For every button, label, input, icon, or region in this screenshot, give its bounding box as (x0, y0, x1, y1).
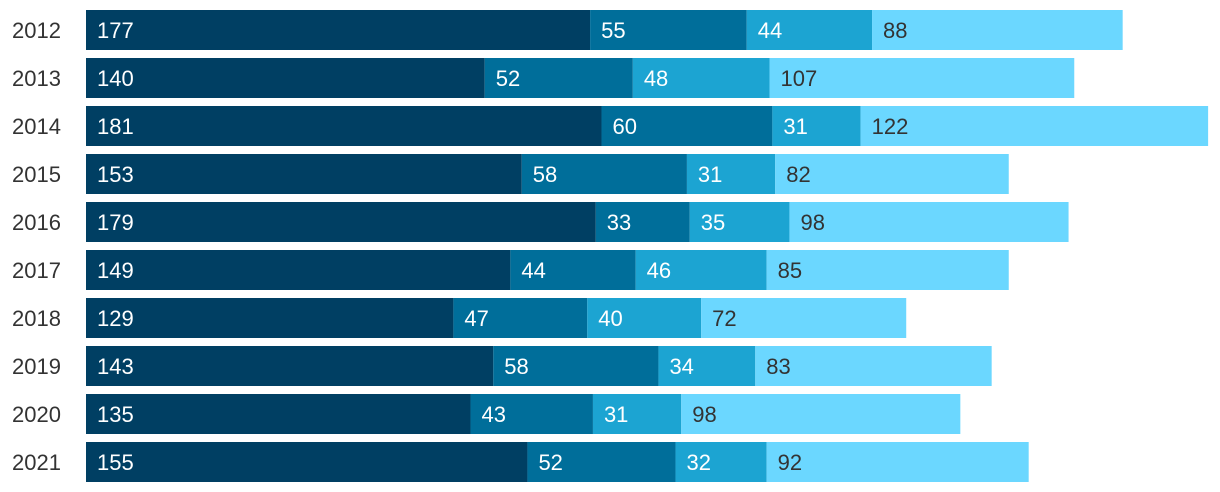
category-label-2012: 2012 (12, 18, 61, 43)
bar-segment-2020-s1 (86, 394, 471, 434)
data-label-2012-s2: 55 (601, 18, 625, 43)
category-label-2019: 2019 (12, 354, 61, 379)
bar-segment-2019-s2 (493, 346, 659, 386)
bar-segment-2019-s4 (755, 346, 992, 386)
labels-group: 2012 177 55 44 88 2013 140 52 48 107 2014 181 60 31 12… (12, 18, 908, 475)
data-label-2020-s1: 135 (97, 402, 134, 427)
data-label-2012-s3: 44 (758, 18, 782, 43)
bar-segment-2013-s3 (632, 58, 770, 98)
category-label-2016: 2016 (12, 210, 61, 235)
bar-segment-2020-s2 (470, 394, 593, 434)
data-label-2020-s3: 31 (604, 402, 628, 427)
data-label-2016-s2: 33 (607, 210, 631, 235)
data-label-2017-s1: 149 (97, 258, 134, 283)
bar-segment-2015-s1 (86, 154, 522, 194)
data-label-2017-s2: 44 (521, 258, 545, 283)
bar-segment-2016-s3 (689, 202, 790, 242)
bar-segment-2021-s3 (675, 442, 767, 482)
bar-segment-2014-s1 (86, 106, 602, 146)
data-label-2017-s4: 85 (778, 258, 802, 283)
data-label-2014-s3: 31 (783, 114, 807, 139)
data-label-2019-s2: 58 (504, 354, 528, 379)
bar-segment-2021-s1 (86, 442, 528, 482)
data-label-2016-s1: 179 (97, 210, 134, 235)
bar-segment-2014-s3 (772, 106, 861, 146)
data-label-2019-s1: 143 (97, 354, 134, 379)
data-label-2021-s4: 92 (778, 450, 802, 475)
data-label-2021-s3: 32 (687, 450, 711, 475)
bar-segment-2013-s2 (484, 58, 633, 98)
bar-segment-2021-s4 (766, 442, 1029, 482)
data-label-2018-s3: 40 (598, 306, 622, 331)
data-label-2018-s2: 47 (464, 306, 488, 331)
data-label-2013-s1: 140 (97, 66, 134, 91)
bar-segment-2017-s2 (510, 250, 636, 290)
category-label-2013: 2013 (12, 66, 61, 91)
category-label-2021: 2021 (12, 450, 61, 475)
data-label-2013-s2: 52 (496, 66, 520, 91)
data-label-2020-s4: 98 (692, 402, 716, 427)
bar-segment-2016-s1 (86, 202, 596, 242)
data-label-2016-s3: 35 (701, 210, 725, 235)
data-label-2019-s3: 34 (669, 354, 693, 379)
data-label-2018-s4: 72 (712, 306, 736, 331)
data-label-2014-s1: 181 (97, 114, 134, 139)
data-label-2015-s1: 153 (97, 162, 134, 187)
bar-segment-2017-s3 (635, 250, 767, 290)
data-label-2014-s2: 60 (612, 114, 636, 139)
bar-segment-2018-s2 (453, 298, 588, 338)
data-label-2012-s4: 88 (883, 18, 907, 43)
bar-segment-2015-s3 (686, 154, 776, 194)
data-label-2013-s3: 48 (644, 66, 668, 91)
category-label-2014: 2014 (12, 114, 61, 139)
bars-group (86, 10, 1209, 482)
data-label-2015-s4: 82 (786, 162, 810, 187)
bar-segment-2012-s4 (872, 10, 1123, 50)
bar-segment-2012-s3 (746, 10, 873, 50)
bar-segment-2021-s2 (527, 442, 676, 482)
category-label-2020: 2020 (12, 402, 61, 427)
data-label-2015-s2: 58 (533, 162, 557, 187)
data-label-2016-s4: 98 (800, 210, 824, 235)
data-label-2013-s4: 107 (781, 66, 818, 91)
bar-segment-2019-s1 (86, 346, 494, 386)
bar-segment-2020-s3 (592, 394, 682, 434)
data-label-2019-s4: 83 (766, 354, 790, 379)
category-label-2018: 2018 (12, 306, 61, 331)
bar-segment-2014-s4 (860, 106, 1209, 146)
data-label-2018-s1: 129 (97, 306, 134, 331)
bar-segment-2016-s4 (789, 202, 1069, 242)
bar-segment-2020-s4 (681, 394, 961, 434)
data-label-2012-s1: 177 (97, 18, 134, 43)
data-label-2020-s2: 43 (481, 402, 505, 427)
bar-segment-2012-s1 (86, 10, 591, 50)
data-label-2021-s2: 52 (538, 450, 562, 475)
bar-segment-2013-s1 (86, 58, 485, 98)
data-label-2014-s4: 122 (872, 114, 909, 139)
bar-segment-2018-s4 (701, 298, 907, 338)
data-label-2021-s1: 155 (97, 450, 134, 475)
bar-segment-2015-s4 (775, 154, 1009, 194)
category-label-2017: 2017 (12, 258, 61, 283)
bar-segment-2015-s2 (521, 154, 687, 194)
category-label-2015: 2015 (12, 162, 61, 187)
data-label-2017-s3: 46 (647, 258, 671, 283)
bar-segment-2017-s4 (766, 250, 1009, 290)
bar-segment-2014-s2 (601, 106, 773, 146)
bar-segment-2016-s2 (595, 202, 690, 242)
bar-segment-2012-s2 (590, 10, 747, 50)
bar-segment-2018-s1 (86, 298, 454, 338)
bar-segment-2018-s3 (587, 298, 702, 338)
bar-segment-2013-s4 (769, 58, 1075, 98)
data-label-2015-s3: 31 (698, 162, 722, 187)
bar-segment-2019-s3 (658, 346, 756, 386)
bar-segment-2017-s1 (86, 250, 511, 290)
